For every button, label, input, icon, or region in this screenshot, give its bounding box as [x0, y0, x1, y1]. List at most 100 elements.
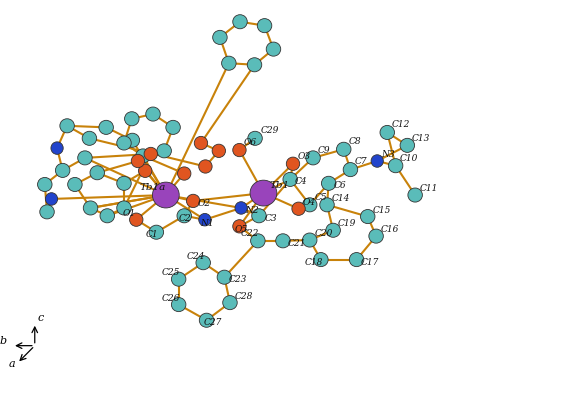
Ellipse shape — [157, 144, 171, 158]
Ellipse shape — [100, 209, 114, 223]
Text: O3: O3 — [298, 152, 311, 161]
Ellipse shape — [171, 297, 186, 312]
Text: C12: C12 — [392, 120, 410, 129]
Ellipse shape — [149, 225, 164, 239]
Text: b: b — [0, 336, 7, 346]
Ellipse shape — [222, 56, 236, 70]
Ellipse shape — [166, 120, 181, 134]
Text: C26: C26 — [162, 294, 181, 303]
Text: C16: C16 — [380, 225, 399, 234]
Text: C13: C13 — [412, 134, 430, 143]
Ellipse shape — [361, 210, 375, 224]
Ellipse shape — [78, 151, 92, 165]
Text: N2: N2 — [246, 206, 259, 215]
Ellipse shape — [144, 147, 157, 161]
Ellipse shape — [194, 136, 208, 150]
Ellipse shape — [139, 164, 152, 177]
Text: C9: C9 — [318, 146, 330, 155]
Text: C25: C25 — [162, 268, 181, 277]
Ellipse shape — [213, 30, 227, 45]
Text: C2: C2 — [179, 214, 191, 223]
Text: O6: O6 — [244, 138, 257, 147]
Ellipse shape — [283, 172, 298, 186]
Text: Tb1a: Tb1a — [139, 183, 165, 192]
Text: a: a — [9, 359, 15, 369]
Ellipse shape — [40, 205, 54, 219]
Ellipse shape — [199, 214, 211, 226]
Ellipse shape — [171, 272, 186, 286]
Ellipse shape — [302, 233, 317, 247]
Ellipse shape — [380, 125, 395, 139]
Ellipse shape — [82, 131, 97, 145]
Text: O4: O4 — [303, 198, 316, 207]
Ellipse shape — [90, 166, 105, 180]
Text: C18: C18 — [304, 258, 323, 267]
Ellipse shape — [408, 188, 422, 202]
Ellipse shape — [233, 15, 247, 29]
Text: C15: C15 — [372, 206, 391, 215]
Ellipse shape — [369, 229, 383, 243]
Ellipse shape — [152, 182, 179, 208]
Text: O1: O1 — [122, 209, 135, 218]
Ellipse shape — [286, 157, 299, 170]
Ellipse shape — [131, 154, 145, 168]
Ellipse shape — [68, 177, 82, 191]
Text: C17: C17 — [361, 258, 379, 267]
Ellipse shape — [252, 209, 266, 223]
Ellipse shape — [51, 142, 63, 154]
Text: O2: O2 — [198, 199, 211, 208]
Ellipse shape — [212, 144, 225, 158]
Text: C24: C24 — [186, 252, 205, 261]
Text: C1: C1 — [145, 230, 158, 239]
Ellipse shape — [247, 58, 261, 72]
Ellipse shape — [196, 256, 211, 270]
Text: C10: C10 — [400, 154, 418, 163]
Ellipse shape — [99, 120, 113, 134]
Ellipse shape — [117, 201, 131, 215]
Ellipse shape — [251, 234, 265, 248]
Ellipse shape — [199, 313, 214, 327]
Ellipse shape — [302, 198, 317, 212]
Ellipse shape — [125, 112, 139, 126]
Ellipse shape — [117, 176, 131, 190]
Ellipse shape — [130, 213, 143, 226]
Text: C8: C8 — [348, 137, 361, 146]
Text: C14: C14 — [332, 194, 350, 203]
Ellipse shape — [178, 167, 191, 180]
Ellipse shape — [186, 194, 200, 208]
Ellipse shape — [177, 209, 191, 223]
Ellipse shape — [55, 164, 70, 177]
Ellipse shape — [349, 253, 364, 267]
Ellipse shape — [117, 136, 131, 150]
Ellipse shape — [233, 220, 246, 233]
Ellipse shape — [222, 296, 237, 310]
Ellipse shape — [388, 159, 403, 173]
Ellipse shape — [400, 138, 414, 152]
Text: C7: C7 — [355, 158, 367, 167]
Ellipse shape — [266, 42, 281, 56]
Ellipse shape — [233, 143, 246, 157]
Text: C3: C3 — [264, 214, 277, 223]
Ellipse shape — [199, 160, 212, 173]
Ellipse shape — [371, 155, 383, 167]
Text: C20: C20 — [314, 229, 333, 238]
Ellipse shape — [235, 202, 247, 214]
Text: C19: C19 — [337, 219, 356, 228]
Ellipse shape — [314, 253, 328, 267]
Text: C27: C27 — [204, 318, 222, 327]
Text: N1: N1 — [200, 219, 214, 227]
Ellipse shape — [60, 119, 74, 133]
Text: C5: C5 — [314, 193, 327, 202]
Ellipse shape — [321, 176, 336, 190]
Ellipse shape — [248, 131, 262, 145]
Text: C6: C6 — [333, 181, 346, 190]
Text: C28: C28 — [234, 292, 253, 301]
Text: N3: N3 — [381, 150, 395, 159]
Text: C29: C29 — [261, 126, 279, 135]
Ellipse shape — [306, 151, 320, 165]
Text: O5: O5 — [235, 225, 248, 234]
Ellipse shape — [125, 133, 140, 147]
Ellipse shape — [292, 202, 305, 216]
Ellipse shape — [136, 149, 150, 163]
Ellipse shape — [37, 177, 52, 191]
